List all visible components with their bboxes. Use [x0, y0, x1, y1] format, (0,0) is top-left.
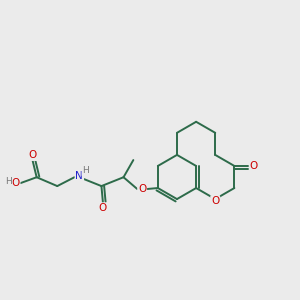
Text: H: H [5, 177, 12, 186]
Text: O: O [138, 184, 146, 194]
Text: N: N [76, 171, 83, 181]
Text: H: H [82, 167, 89, 176]
Text: O: O [99, 203, 107, 213]
Text: O: O [250, 161, 258, 171]
Text: O: O [11, 178, 20, 188]
Text: O: O [211, 196, 219, 206]
Text: O: O [28, 150, 37, 160]
